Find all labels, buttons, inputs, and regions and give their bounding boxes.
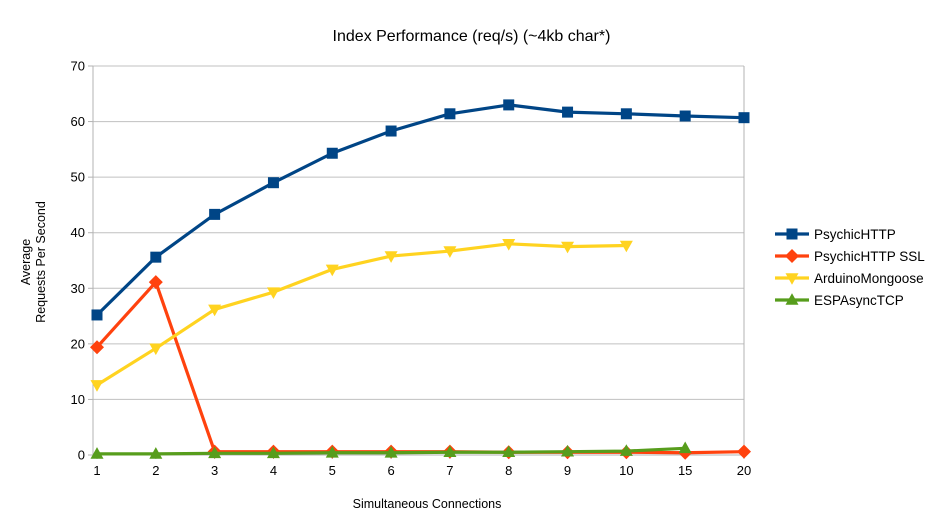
marker-square xyxy=(444,108,456,120)
legend-item: PsychicHTTP SSL xyxy=(775,245,925,267)
marker-triangle-up xyxy=(208,446,222,459)
x-tick-label: 9 xyxy=(564,463,571,478)
x-tick-label: 10 xyxy=(619,463,633,478)
marker-triangle-up xyxy=(384,445,398,458)
marker-triangle-up xyxy=(678,441,692,454)
marker-triangle-down xyxy=(149,343,163,356)
legend-label: ArduinoMongoose xyxy=(814,270,924,286)
y-tick-label: 40 xyxy=(71,225,85,240)
marker-triangle-down xyxy=(266,287,280,299)
marker-triangle-down xyxy=(502,239,516,251)
y-tick-label: 60 xyxy=(71,114,85,129)
marker-diamond xyxy=(737,444,751,459)
marker-triangle-up xyxy=(149,447,163,459)
marker-diamond xyxy=(148,275,163,290)
marker-triangle-up xyxy=(266,446,280,459)
marker-triangle-up xyxy=(325,445,339,458)
marker-triangle-down xyxy=(208,304,222,317)
legend-marker-square-icon xyxy=(775,228,809,240)
marker-triangle-up xyxy=(619,444,633,456)
legend-item: PsychicHTTP xyxy=(775,223,925,245)
marker-triangle-down xyxy=(384,251,398,263)
marker-triangle-up xyxy=(502,445,516,458)
marker-triangle-down xyxy=(90,380,104,392)
marker-square xyxy=(385,125,397,137)
x-tick-label: 3 xyxy=(211,463,218,478)
legend-label: PsychicHTTP xyxy=(814,226,896,242)
marker-triangle-up xyxy=(90,447,104,459)
y-tick-label: 10 xyxy=(71,392,85,407)
legend-marker-triangle-down-icon xyxy=(775,273,809,285)
x-tick-label: 2 xyxy=(152,463,159,478)
marker-square xyxy=(738,112,750,124)
marker-triangle-up xyxy=(443,445,457,458)
marker-triangle-down xyxy=(443,246,457,258)
legend-item: ESPAsyncTCP xyxy=(775,289,925,311)
series-line-psychichttp-ssl xyxy=(95,280,746,455)
marker-square xyxy=(209,208,221,220)
x-tick-label: 8 xyxy=(505,463,512,478)
marker-square xyxy=(679,110,691,122)
chart-title: Index Performance (req/s) (~4kb char*) xyxy=(332,28,611,45)
x-axis-title: Simultaneous Connections xyxy=(352,497,502,511)
series-line-psychichttp xyxy=(95,103,746,317)
legend-marker-triangle-up-icon xyxy=(775,293,809,305)
marker-triangle-down xyxy=(325,264,339,277)
marker-diamond xyxy=(90,340,104,355)
marker-triangle-down xyxy=(561,241,575,254)
marker-square xyxy=(620,108,632,120)
x-tick-label: 15 xyxy=(678,463,692,478)
x-tick-label: 6 xyxy=(387,463,394,478)
x-tick-label: 1 xyxy=(93,463,100,478)
y-tick-label: 70 xyxy=(71,59,85,74)
marker-square xyxy=(150,251,162,263)
marker-triangle-up xyxy=(561,444,575,457)
y-tick-label: 0 xyxy=(78,448,85,463)
y-tick-label: 20 xyxy=(71,336,85,351)
x-tick-label: 7 xyxy=(446,463,453,478)
x-tick-label: 5 xyxy=(329,463,336,478)
marker-square xyxy=(562,106,574,118)
y-tick-label: 30 xyxy=(71,281,85,296)
y-axis-title: Average Requests Per Second xyxy=(19,201,48,323)
y-tick-label: 50 xyxy=(71,170,85,185)
marker-square xyxy=(503,99,515,111)
legend-label: ESPAsyncTCP xyxy=(814,292,904,308)
legend: PsychicHTTP PsychicHTTP SSL ArduinoMongoos… xyxy=(775,223,925,311)
legend-item: ArduinoMongoose xyxy=(775,267,925,289)
marker-triangle-down xyxy=(619,240,633,253)
x-tick-label: 20 xyxy=(737,463,751,478)
x-tick-label: 4 xyxy=(270,463,277,478)
legend-marker-diamond-icon xyxy=(775,249,809,263)
marker-square xyxy=(91,309,103,321)
marker-square xyxy=(326,147,338,159)
legend-label: PsychicHTTP SSL xyxy=(814,248,925,264)
marker-square xyxy=(267,177,279,189)
series-line-arduinomongoose xyxy=(95,242,628,387)
